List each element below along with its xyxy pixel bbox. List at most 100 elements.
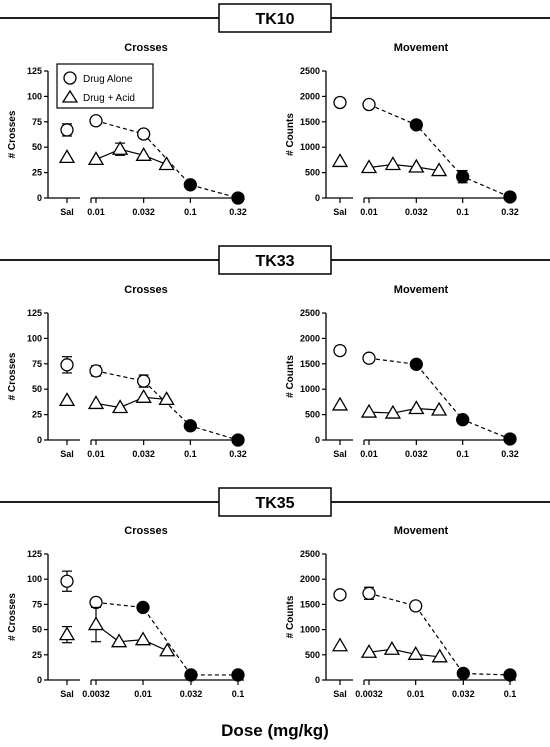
drug-alone-point: [456, 170, 470, 184]
y-tick-label: 500: [305, 410, 320, 420]
drug-acid-point: [134, 631, 152, 646]
drug-alone-point: [137, 374, 151, 388]
drug-acid-point: [431, 648, 448, 663]
y-axis-title: # Counts: [285, 595, 296, 638]
saline-drug-acid-point: [331, 637, 349, 652]
y-axis-title: # Crosses: [7, 352, 18, 400]
y-tick-label: 125: [27, 549, 42, 559]
legend-label-drug-acid: Drug + Acid: [83, 93, 135, 104]
x-tick-label: 0.32: [501, 449, 519, 459]
y-axis-title: # Counts: [285, 113, 296, 156]
panel-tk35-movement: Movement 0 500 1000 1500 2000 2500 # Counts Sal 0…: [285, 525, 517, 699]
y-tick-label: 0: [37, 675, 42, 685]
panel-title: Crosses: [124, 525, 167, 537]
drug-alone-point: [503, 432, 517, 446]
y-tick-label: 2500: [300, 66, 320, 76]
x-tick-label: 0.1: [184, 207, 197, 217]
y-tick-label: 2000: [300, 91, 320, 101]
x-tick-label: 0.1: [456, 449, 469, 459]
group-bands: TK10 TK33 TK35: [0, 3, 550, 517]
drug-acid-point: [408, 158, 425, 173]
y-tick-label: 1500: [300, 117, 320, 127]
y-tick-label: 2000: [300, 574, 320, 584]
legend: Drug Alone Drug + Acid: [56, 63, 154, 109]
drug-alone-series-line: [95, 601, 238, 676]
panel-title: Movement: [394, 525, 449, 537]
y-tick-label: 500: [305, 168, 320, 178]
drug-alone-point: [136, 600, 150, 615]
chart-panels: Crosses 0 25 50 75 100 125 # Crosses Sal 0.01 0.03…: [7, 42, 519, 699]
drug-alone-point: [409, 599, 423, 613]
drug-alone-series-line: [95, 370, 239, 441]
x-tick-label-saline: Sal: [333, 207, 347, 217]
drug-acid-point: [87, 395, 105, 410]
drug-alone-point: [183, 178, 197, 192]
drug-alone-point: [362, 351, 376, 365]
y-tick-label: 125: [27, 66, 42, 76]
y-tick-label: 25: [32, 410, 42, 420]
band-label-tk10: TK10: [255, 11, 294, 28]
y-tick-label: 0: [37, 193, 42, 203]
drug-alone-point: [503, 190, 517, 204]
drug-acid-point: [159, 642, 176, 657]
band-label-tk33: TK33: [255, 253, 294, 270]
drug-acid-point: [111, 140, 129, 155]
y-tick-label: 50: [32, 384, 42, 394]
y-tick-label: 100: [27, 91, 42, 101]
y-tick-label: 100: [27, 333, 42, 343]
drug-alone-series-line: [368, 592, 511, 676]
x-tick-label-saline: Sal: [333, 449, 347, 459]
y-tick-label: 25: [32, 650, 42, 660]
x-tick-label: 0.01: [87, 449, 105, 459]
x-axis-title: Dose (mg/kg): [221, 721, 329, 740]
drug-alone-point: [456, 413, 470, 427]
x-tick-label: 0.01: [360, 207, 378, 217]
drug-acid-point: [383, 640, 401, 655]
saline-drug-alone-point: [333, 95, 347, 110]
y-axis-title: # Crosses: [7, 110, 18, 158]
saline-drug-acid-point: [331, 153, 349, 168]
drug-alone-point: [231, 668, 245, 682]
y-tick-label: 25: [32, 168, 42, 178]
x-tick-label: 0.032: [132, 449, 155, 459]
y-tick-label: 1500: [300, 359, 320, 369]
x-tick-label: 0.032: [132, 207, 155, 217]
y-tick-label: 500: [305, 650, 320, 660]
saline-drug-alone-point: [60, 574, 74, 588]
x-tick-label: 0.0032: [82, 689, 110, 699]
drug-acid-point: [360, 643, 378, 658]
drug-acid-series-line: [95, 148, 167, 166]
drug-alone-point: [362, 586, 376, 600]
x-tick-label: 0.032: [452, 689, 475, 699]
drug-acid-point: [384, 156, 402, 171]
y-tick-label: 2500: [300, 308, 320, 318]
drug-acid-point: [158, 391, 175, 406]
x-tick-label: 0.1: [456, 207, 469, 217]
x-tick-label-saline: Sal: [60, 689, 74, 699]
panel-tk35-crosses: Crosses 0 25 50 75 100 125 # Crosses Sal 0.0032 0.…: [7, 525, 245, 699]
y-tick-label: 2500: [300, 549, 320, 559]
legend-label-drug-alone: Drug Alone: [83, 74, 133, 85]
drug-alone-series-line: [95, 120, 239, 199]
panel-tk33-movement: Movement 0 500 1000 1500 2000 2500 # Counts Sal 0…: [285, 284, 519, 459]
x-tick-label: 0.032: [405, 207, 428, 217]
saline-drug-alone-point: [333, 343, 347, 358]
drug-alone-point: [89, 595, 103, 610]
x-tick-label: 0.32: [229, 449, 247, 459]
x-tick-label: 0.01: [134, 689, 152, 699]
y-tick-label: 50: [32, 625, 42, 635]
drug-acid-point: [407, 646, 424, 660]
y-tick-label: 0: [315, 193, 320, 203]
drug-acid-point: [135, 147, 152, 161]
y-axis-title: # Crosses: [7, 593, 18, 641]
y-tick-label: 1000: [300, 384, 320, 394]
drug-acid-point: [135, 389, 152, 403]
saline-drug-acid-point: [331, 396, 349, 411]
drug-acid-series-line: [368, 407, 440, 414]
drug-acid-point: [110, 633, 128, 648]
x-tick-label: 0.01: [407, 689, 425, 699]
panel-title: Movement: [394, 284, 449, 296]
y-tick-label: 50: [32, 142, 42, 152]
panel-title: Crosses: [124, 42, 167, 54]
y-tick-label: 1000: [300, 625, 320, 635]
